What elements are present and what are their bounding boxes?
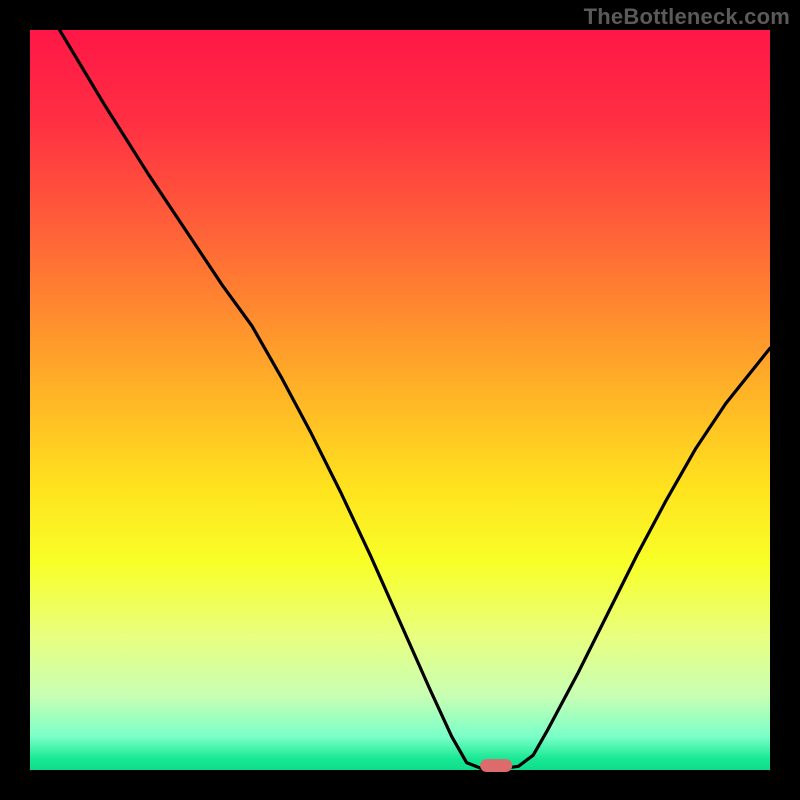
chart-container: TheBottleneck.com	[0, 0, 800, 800]
bottleneck-chart-svg	[0, 0, 800, 800]
chart-background-gradient	[30, 30, 770, 770]
watermark-text: TheBottleneck.com	[584, 4, 790, 30]
optimal-point-marker	[481, 760, 512, 772]
